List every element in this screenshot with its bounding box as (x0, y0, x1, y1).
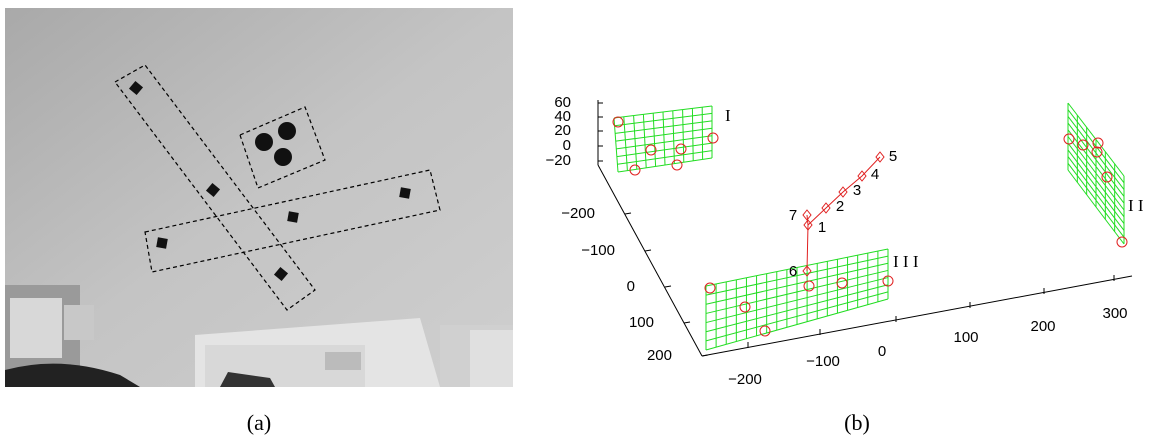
point-label: 3 (853, 182, 861, 199)
tick-label: 0 (878, 343, 886, 360)
marker (837, 278, 847, 288)
point-label: 5 (889, 148, 897, 165)
marker (672, 160, 682, 170)
figure: (a)(b)6040200−20−200−1000100200−200−1000… (0, 0, 1149, 441)
tick-mark (702, 355, 708, 356)
point-label: 1 (818, 219, 826, 236)
plane-label: I (725, 106, 731, 125)
tick-mark (645, 250, 651, 251)
tick-label: 100 (629, 314, 654, 331)
markers (613, 117, 1127, 336)
tick-label: 200 (647, 347, 672, 364)
photo (5, 8, 513, 387)
caption: (a) (247, 410, 271, 435)
tick-mark (625, 213, 631, 214)
tick-label: 200 (1030, 318, 1055, 335)
point-label: 2 (836, 198, 844, 215)
point-label: 6 (789, 263, 797, 280)
marker (1064, 134, 1074, 144)
trajectory (807, 215, 808, 271)
tick-label: −100 (806, 353, 840, 370)
marker (676, 144, 686, 154)
marker (760, 326, 770, 336)
point-label: 7 (789, 207, 797, 224)
plane-label: I I (1128, 196, 1144, 215)
caption: (b) (844, 410, 870, 435)
tick-label: 100 (953, 329, 978, 346)
tick-label: 0 (627, 278, 635, 295)
plane-label: I I I (893, 252, 919, 271)
tick-label: −200 (561, 205, 595, 222)
marker (740, 302, 750, 312)
tick-mark (665, 286, 671, 287)
tick-mark (684, 322, 690, 323)
tick-label: −20 (546, 152, 571, 169)
planes (614, 103, 1124, 350)
tick-label: −200 (728, 371, 762, 388)
tick-label: 300 (1102, 305, 1127, 322)
marker (708, 133, 718, 143)
point-label: 4 (871, 166, 879, 183)
tick-label: −100 (581, 242, 615, 259)
marker (1093, 138, 1103, 148)
